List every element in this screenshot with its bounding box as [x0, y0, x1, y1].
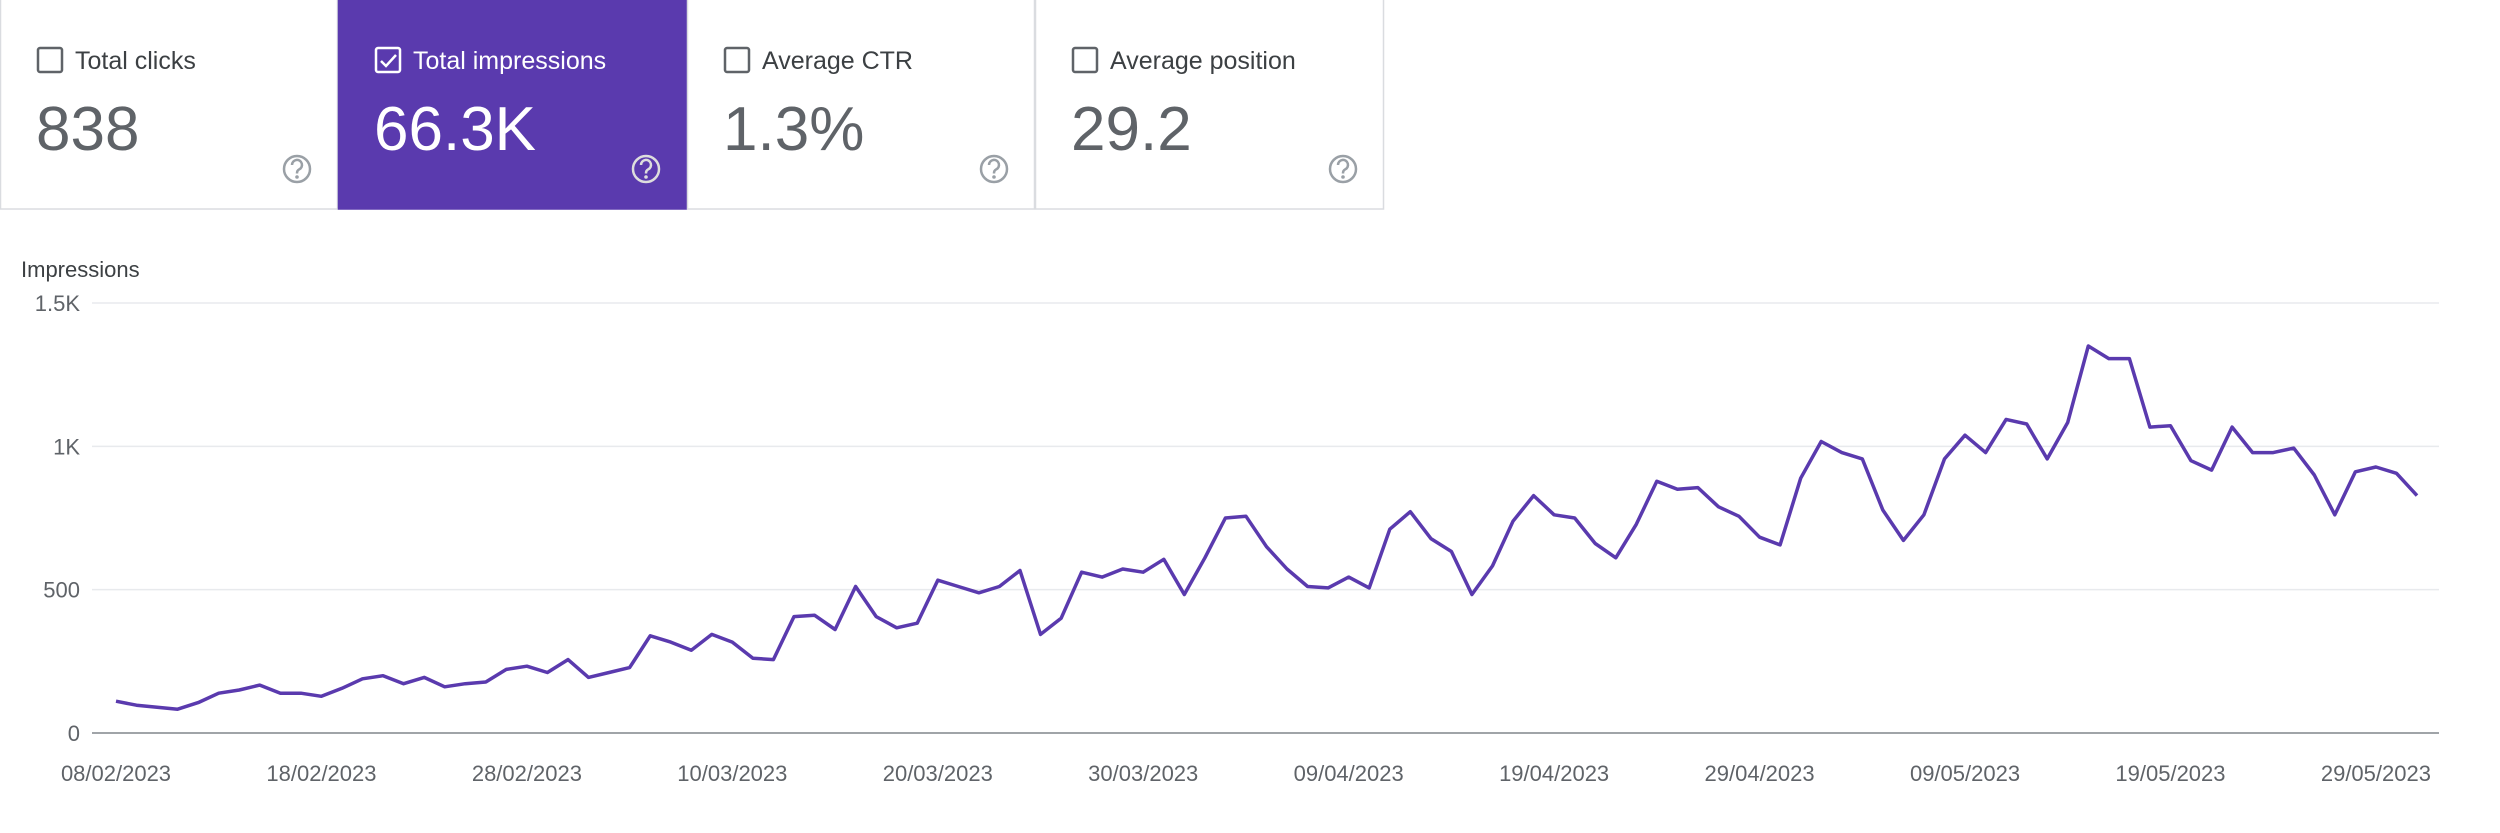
x-tick-label: 29/04/2023 — [1705, 761, 1815, 786]
x-tick-label: 09/05/2023 — [1910, 761, 2020, 786]
metric-value: 66.3K — [374, 95, 536, 164]
help-icon[interactable] — [282, 154, 312, 184]
checkbox[interactable] — [723, 46, 751, 74]
x-tick-label: 08/02/2023 — [61, 761, 171, 786]
metric-label: Average CTR — [762, 47, 913, 75]
help-icon[interactable] — [1328, 154, 1358, 184]
y-tick-label: 500 — [43, 578, 80, 603]
metric-value: 29.2 — [1071, 95, 1192, 164]
help-icon[interactable] — [979, 154, 1009, 184]
checkmark — [380, 54, 397, 68]
x-tick-label: 29/05/2023 — [2321, 761, 2431, 786]
help-dot — [644, 175, 648, 179]
y-tick-label: 1K — [53, 434, 80, 459]
x-tick-label: 10/03/2023 — [677, 761, 787, 786]
card-bg — [0, 0, 339, 210]
metric-card[interactable]: Total impressions 66.3K — [337, 0, 688, 210]
card-bg — [337, 0, 688, 210]
y-axis-title: Impressions — [21, 257, 140, 282]
x-tick-label: 20/03/2023 — [883, 761, 993, 786]
help-dot — [1341, 175, 1345, 179]
x-tick-label: 30/03/2023 — [1088, 761, 1198, 786]
x-tick-label: 09/04/2023 — [1294, 761, 1404, 786]
x-tick-label: 19/05/2023 — [2115, 761, 2225, 786]
checkbox[interactable] — [36, 46, 64, 74]
metric-card[interactable]: Total clicks 838 — [0, 0, 339, 210]
help-dot — [992, 175, 996, 179]
metric-value: 838 — [36, 95, 139, 164]
y-tick-label: 0 — [68, 721, 80, 746]
card-bg — [1034, 0, 1385, 210]
help-dot — [295, 175, 299, 179]
help-glyph — [1336, 158, 1350, 174]
series-line — [115, 344, 2419, 711]
y-tick-label: 1.5K — [35, 291, 81, 316]
help-glyph — [987, 158, 1001, 174]
help-icon[interactable] — [631, 154, 661, 184]
x-tick-label: 18/02/2023 — [266, 761, 376, 786]
x-tick-label: 19/04/2023 — [1499, 761, 1609, 786]
metric-card[interactable]: Average CTR 1.3% — [686, 0, 1036, 210]
card-bg — [686, 0, 1036, 210]
help-glyph — [290, 158, 304, 174]
help-glyph — [639, 158, 653, 174]
metric-card[interactable]: Average position 29.2 — [1034, 0, 1385, 210]
metric-label: Total clicks — [75, 47, 196, 75]
metric-label: Total impressions — [413, 47, 606, 75]
metric-value: 1.3% — [723, 95, 864, 164]
metric-label: Average position — [1110, 47, 1296, 75]
checkbox[interactable] — [374, 46, 402, 74]
x-tick-label: 28/02/2023 — [472, 761, 582, 786]
checkbox[interactable] — [1071, 46, 1099, 74]
